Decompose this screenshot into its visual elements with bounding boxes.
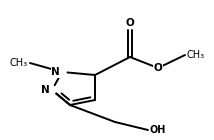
Text: O: O bbox=[154, 63, 162, 73]
Text: CH₃: CH₃ bbox=[10, 58, 28, 68]
Text: OH: OH bbox=[150, 125, 166, 135]
Text: O: O bbox=[126, 18, 134, 28]
Text: N: N bbox=[41, 85, 50, 95]
Text: N: N bbox=[51, 67, 60, 77]
Text: CH₃: CH₃ bbox=[187, 50, 205, 60]
